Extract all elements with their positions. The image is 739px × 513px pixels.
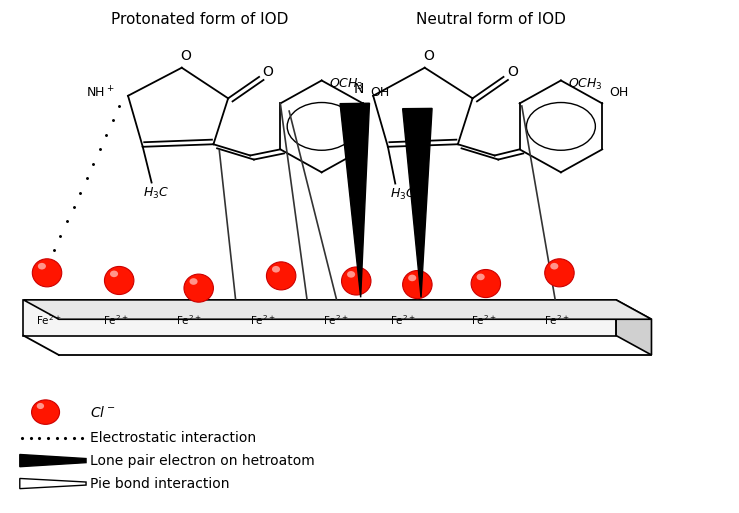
Text: Fe$^{2+}$: Fe$^{2+}$ [103,313,129,327]
Ellipse shape [403,270,432,299]
Text: O: O [423,49,435,64]
Ellipse shape [189,278,197,285]
Text: Electrostatic interaction: Electrostatic interaction [89,430,256,445]
Ellipse shape [272,266,280,272]
Polygon shape [20,455,86,467]
Text: $OCH_3$: $OCH_3$ [568,77,603,92]
Ellipse shape [545,259,574,287]
Polygon shape [24,300,652,319]
Ellipse shape [184,274,214,302]
Polygon shape [24,300,616,336]
Ellipse shape [408,274,416,281]
Text: Neutral form of IOD: Neutral form of IOD [416,12,566,27]
Text: Fe$^{2+}$: Fe$^{2+}$ [471,313,497,327]
Polygon shape [616,300,652,355]
Text: Fe$^{2+}$: Fe$^{2+}$ [389,313,415,327]
Text: Fe$^{2+}$: Fe$^{2+}$ [36,313,62,327]
Text: Fe$^{2+}$: Fe$^{2+}$ [176,313,202,327]
Ellipse shape [38,263,46,269]
Text: $\mathregular{NH}^+$: $\mathregular{NH}^+$ [86,86,115,101]
Ellipse shape [551,263,559,269]
Polygon shape [340,103,370,298]
Text: O: O [507,65,518,79]
Text: Lone pair electron on hetroatom: Lone pair electron on hetroatom [89,453,315,467]
Polygon shape [20,479,86,489]
Text: $OCH_3$: $OCH_3$ [329,77,364,92]
Ellipse shape [110,270,118,277]
Text: OH: OH [610,86,629,98]
Text: $H_3C$: $H_3C$ [389,187,415,202]
Text: $H_3C$: $H_3C$ [143,186,169,201]
Polygon shape [403,108,432,298]
Text: N: N [353,82,364,95]
Text: Fe$^{2+}$: Fe$^{2+}$ [324,313,350,327]
Text: OH: OH [370,86,389,98]
Text: Fe$^{2+}$: Fe$^{2+}$ [545,313,571,327]
Text: $Cl^-$: $Cl^-$ [89,405,115,420]
Text: O: O [262,65,273,79]
Ellipse shape [471,269,500,298]
Text: Protonated form of IOD: Protonated form of IOD [112,12,289,27]
Ellipse shape [37,403,44,409]
Ellipse shape [477,273,485,280]
Text: Fe$^{2+}$: Fe$^{2+}$ [250,313,276,327]
Ellipse shape [267,262,296,290]
Text: O: O [181,49,191,64]
Ellipse shape [32,400,60,424]
Text: Pie bond interaction: Pie bond interaction [89,477,229,490]
Ellipse shape [33,259,62,287]
Ellipse shape [341,267,371,295]
Ellipse shape [104,266,134,294]
Ellipse shape [347,271,355,278]
